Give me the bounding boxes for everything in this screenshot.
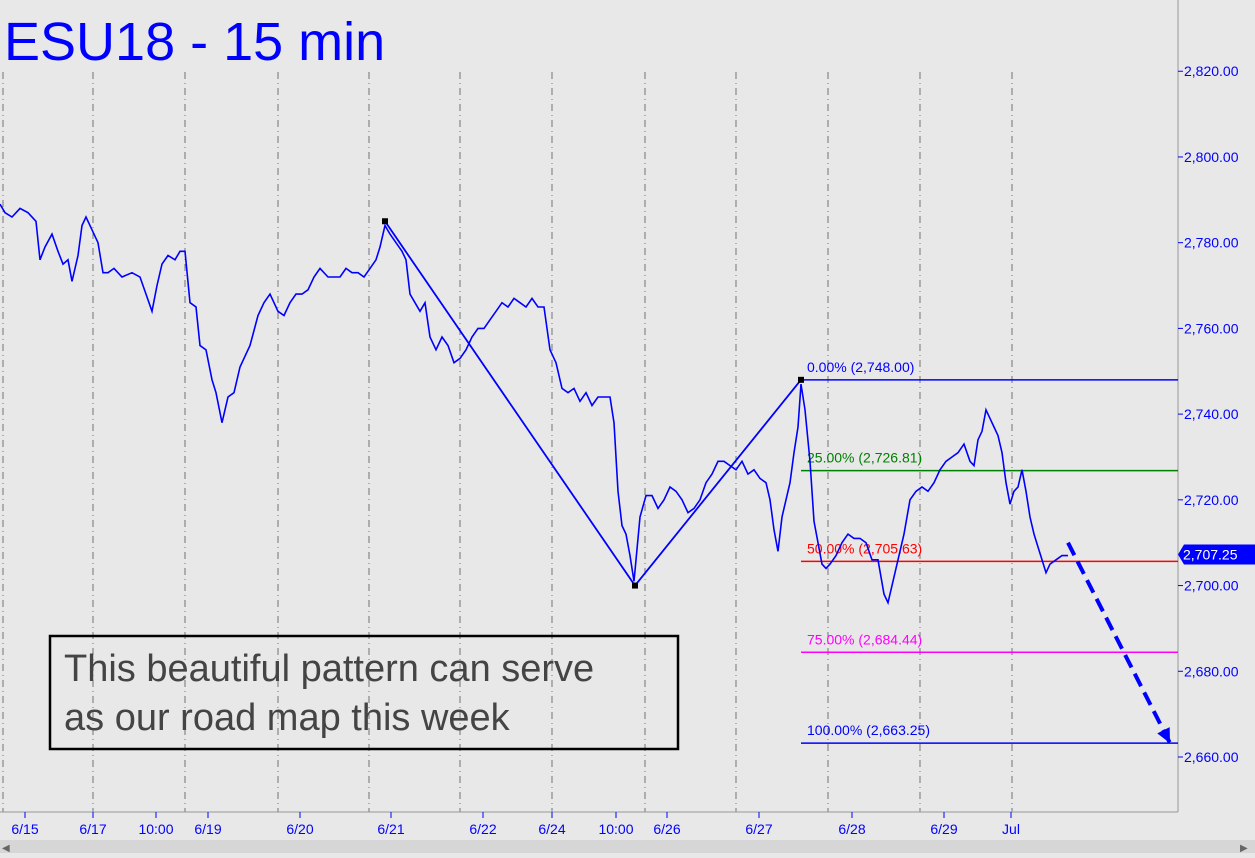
x-tick-label: 6/19: [194, 821, 221, 837]
scrollbar-track[interactable]: [0, 840, 1255, 853]
projection-dashed-line: [1066, 541, 1172, 744]
x-tick-label: 6/24: [538, 821, 565, 837]
x-tick-label: 6/21: [377, 821, 404, 837]
x-tick-label: 6/22: [469, 821, 496, 837]
y-tick-label: 2,800.00: [1184, 149, 1239, 165]
y-tick-label: 2,820.00: [1184, 63, 1239, 79]
fib-level-label: 50.00% (2,705.63): [807, 540, 922, 556]
y-tick-label: 2,740.00: [1184, 406, 1239, 422]
x-tick-label: 6/17: [79, 821, 106, 837]
pattern-lines: [382, 218, 804, 589]
x-tick-label: 6/28: [838, 821, 865, 837]
x-tick-label: 6/27: [745, 821, 772, 837]
fibonacci-levels: 0.00% (2,748.00) 25.00% (2,726.81) 50.00% …: [801, 359, 1178, 744]
y-tick-label: 2,780.00: [1184, 235, 1239, 251]
x-tick-label: 6/20: [286, 821, 313, 837]
annotation-frame: [48, 634, 680, 751]
fib-level-label: 25.00% (2,726.81): [807, 450, 922, 466]
y-tick-label: 2,760.00: [1184, 320, 1239, 336]
scroll-left-icon[interactable]: ◀: [2, 843, 10, 854]
x-tick-label: 6/29: [930, 821, 957, 837]
x-axis-labels: 6/15 6/17 10:00 6/19 6/20 6/21 6/22 6/24 10:00 6/…: [11, 812, 1020, 837]
annotation-line-2: as our road map this week: [64, 697, 511, 739]
pivot-marker: [382, 218, 388, 225]
price-series-line: [0, 203, 1068, 606]
chart-title: ESU18 - 15 min: [4, 12, 385, 72]
pivot-marker: [798, 376, 804, 383]
y-tick-label: 2,720.00: [1184, 492, 1239, 508]
annotation-line-1: This beautiful pattern can serve: [64, 648, 594, 690]
y-tick-label: 2,680.00: [1184, 663, 1239, 679]
fib-level-label: 100.00% (2,663.25): [807, 722, 930, 738]
fib-level-label: 75.00% (2,684.44): [807, 631, 922, 647]
x-tick-label: Jul: [1002, 821, 1020, 837]
x-tick-label: 10:00: [138, 821, 173, 837]
projection-arrowhead: [1157, 727, 1170, 744]
last-price-tag: [1178, 544, 1255, 565]
annotation-box: This beautiful pattern can serve as our …: [48, 634, 680, 751]
projection-arrow: [1066, 541, 1172, 744]
y-tick-label: 2,660.00: [1184, 749, 1239, 765]
x-tick-label: 6/15: [11, 821, 38, 837]
scroll-right-icon[interactable]: ▶: [1240, 843, 1248, 854]
y-tick-label: 2,700.00: [1184, 578, 1239, 594]
pivot-marker: [632, 582, 638, 589]
y-axis: 2,660.00 2,680.00 2,700.00 2,720.00 2,740.00…: [0, 0, 1255, 813]
fib-level-label: 0.00% (2,748.00): [807, 359, 914, 375]
vertical-grid: [2, 72, 1013, 812]
last-price-label: 2,707.25: [1183, 546, 1238, 562]
bottom-scrollbar[interactable]: ◀ ▶: [0, 840, 1255, 854]
x-tick-label: 6/26: [653, 821, 680, 837]
x-tick-label: 10:00: [598, 821, 633, 837]
